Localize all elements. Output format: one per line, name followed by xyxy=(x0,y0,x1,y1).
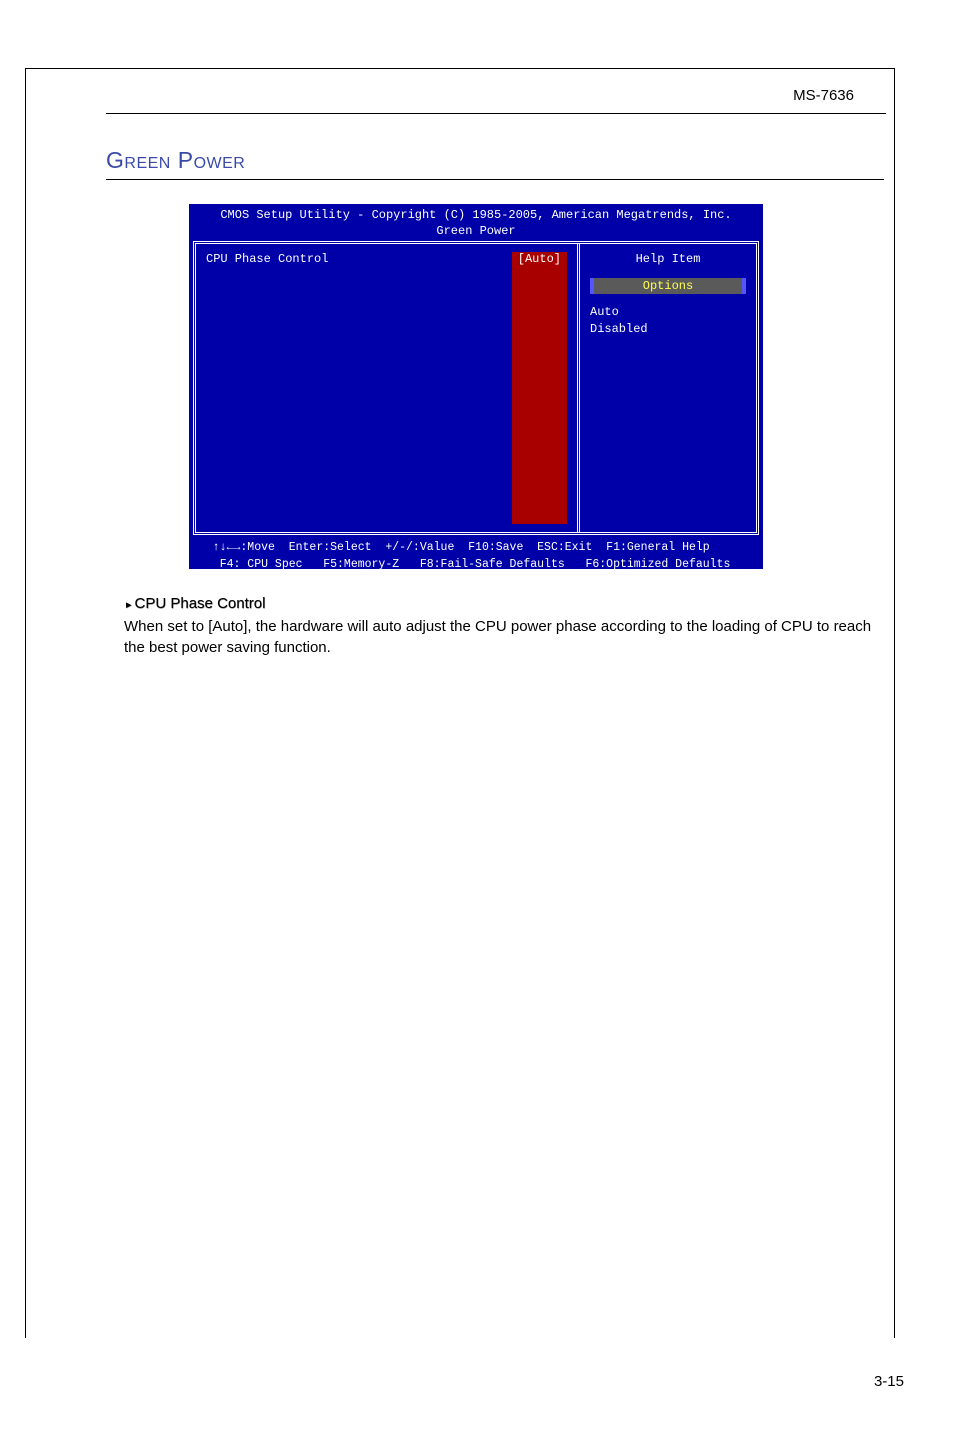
bios-help-panel: Help Item Options Auto Disabled xyxy=(580,244,756,532)
help-item-label: Help Item xyxy=(590,252,746,266)
footer-line2: F4: CPU Spec F5:Memory-Z F8:Fail-Safe De… xyxy=(199,556,753,573)
bios-titlebar: CMOS Setup Utility - Copyright (C) 1985-… xyxy=(189,204,763,241)
item-description: When set to [Auto], the hardware will au… xyxy=(124,616,886,658)
title-divider xyxy=(106,179,884,180)
item-title: CPU Phase Control xyxy=(135,595,266,612)
bios-footer: ↑↓←→:Move Enter:Select +/-/:Value F10:Sa… xyxy=(189,535,763,574)
bios-screenshot: CMOS Setup Utility - Copyright (C) 1985-… xyxy=(189,204,763,569)
bios-main-panel: CPU Phase Control [Auto] Help Item Optio… xyxy=(193,241,759,535)
option-disabled: Disabled xyxy=(590,321,746,338)
section-title: Green Power xyxy=(106,147,245,174)
setting-value: [Auto] xyxy=(512,252,567,524)
bios-settings-panel: CPU Phase Control [Auto] xyxy=(196,244,580,532)
bios-title-line2: Green Power xyxy=(189,224,763,240)
arrow-icon: ▸ xyxy=(126,599,132,611)
bios-title-line1: CMOS Setup Utility - Copyright (C) 1985-… xyxy=(189,208,763,224)
content-body: ▸CPU Phase Control When set to [Auto], t… xyxy=(126,593,886,658)
options-header: Options xyxy=(590,278,746,294)
model-number: MS-7636 xyxy=(793,87,854,104)
item-heading: ▸CPU Phase Control xyxy=(126,593,886,614)
setting-label: CPU Phase Control xyxy=(206,252,328,524)
footer-line1: ↑↓←→:Move Enter:Select +/-/:Value F10:Sa… xyxy=(199,539,753,556)
option-auto: Auto xyxy=(590,304,746,321)
page-number: 3-15 xyxy=(874,1373,904,1390)
header-divider xyxy=(106,113,886,114)
page-frame: MS-7636 Green Power CMOS Setup Utility -… xyxy=(25,68,895,1338)
